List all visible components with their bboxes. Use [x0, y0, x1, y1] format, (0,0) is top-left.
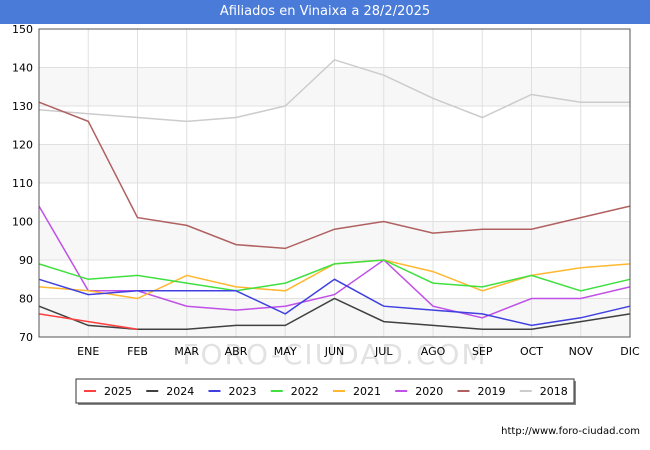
x-tick-label: DIC: [620, 345, 640, 358]
x-tick-label: OCT: [520, 345, 543, 358]
x-tick-label: NOV: [569, 345, 594, 358]
legend-box: [75, 378, 575, 404]
series-line-2019: [38, 101, 631, 250]
series-line-2025: [38, 313, 138, 331]
series-line-2022: [38, 259, 631, 292]
x-tick-label: MAR: [174, 345, 199, 358]
y-tick-label: 90: [19, 254, 33, 267]
watermark: FORO-CIUDAD.COM: [182, 338, 487, 371]
y-tick-label: 150: [12, 23, 33, 36]
y-tick-label: 140: [12, 62, 33, 75]
chart-title: Afiliados en Vinaixa a 28/2/2025: [0, 0, 650, 24]
y-tick-label: 120: [12, 139, 33, 152]
y-tick-label: 110: [12, 177, 33, 190]
legend-label-2019: 2019: [478, 385, 506, 398]
plot-frame: [38, 28, 631, 338]
x-tick-label: ENE: [77, 345, 99, 358]
x-tick-label: ABR: [225, 345, 248, 358]
legend-label-2024: 2024: [166, 385, 194, 398]
y-tick-label: 70: [19, 331, 33, 344]
series-line-2023: [38, 278, 631, 327]
series-line-2018: [38, 58, 630, 123]
legend-label-2018: 2018: [540, 385, 568, 398]
legend-label-2023: 2023: [229, 385, 257, 398]
x-tick-label: JUL: [374, 345, 393, 358]
legend-label-2020: 2020: [415, 385, 443, 398]
legend-label-2022: 2022: [291, 385, 319, 398]
y-tick-label: 130: [12, 100, 33, 113]
x-tick-label: MAY: [274, 345, 297, 358]
x-tick-label: SEP: [472, 345, 493, 358]
legend: 2025 2024 2023 2022 2021 2020 2019 2018: [75, 378, 576, 405]
x-tick-label: FEB: [127, 345, 148, 358]
legend-label-2021: 2021: [353, 385, 381, 398]
legend-label-2025: 2025: [104, 385, 132, 398]
x-tick-label: JUN: [324, 345, 345, 358]
x-tick-label: AGO: [421, 345, 446, 358]
y-tick-label: 100: [12, 216, 33, 229]
footer-url: http://www.foro-ciudad.com: [501, 426, 640, 437]
y-tick-label: 80: [19, 293, 33, 306]
